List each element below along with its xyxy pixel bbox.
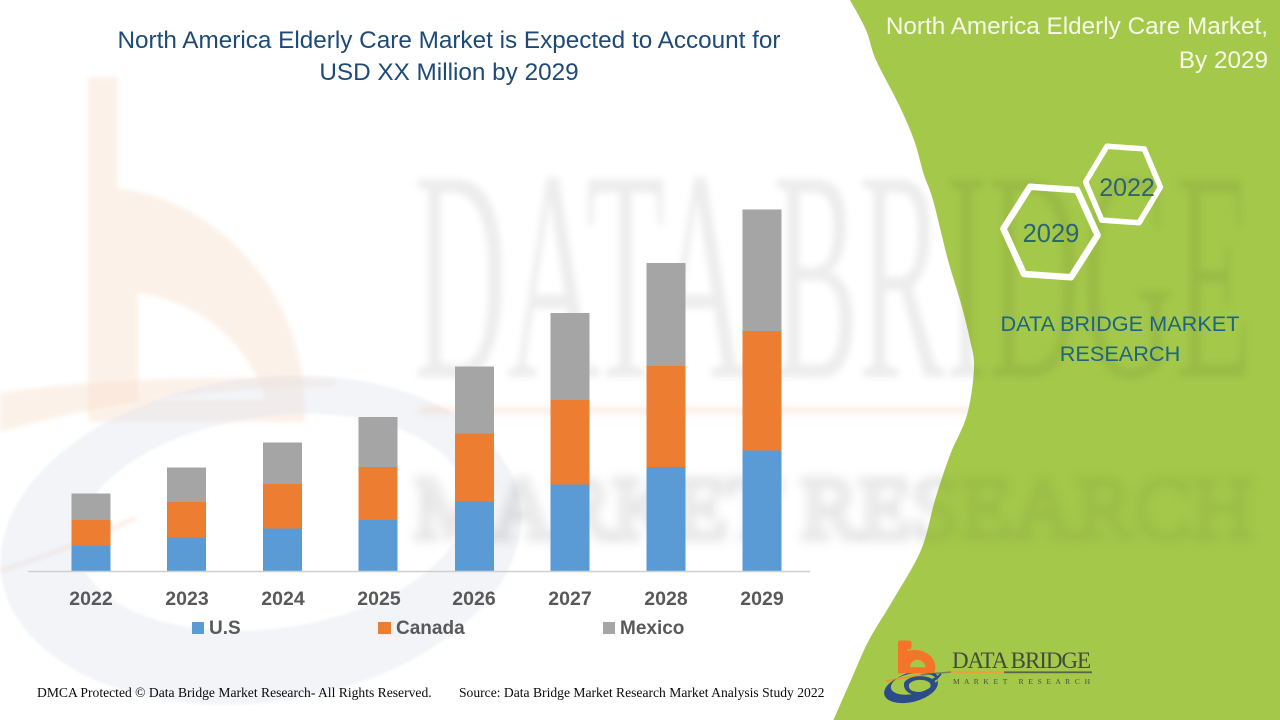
svg-text:2029: 2029 [1023,220,1080,248]
svg-text:2022: 2022 [1099,174,1155,202]
svg-text:DATA BRIDGE: DATA BRIDGE [952,648,1091,673]
svg-text:M A R K E T R E S E A R C H: M A R K E T R E S E A R C H [953,677,1091,686]
